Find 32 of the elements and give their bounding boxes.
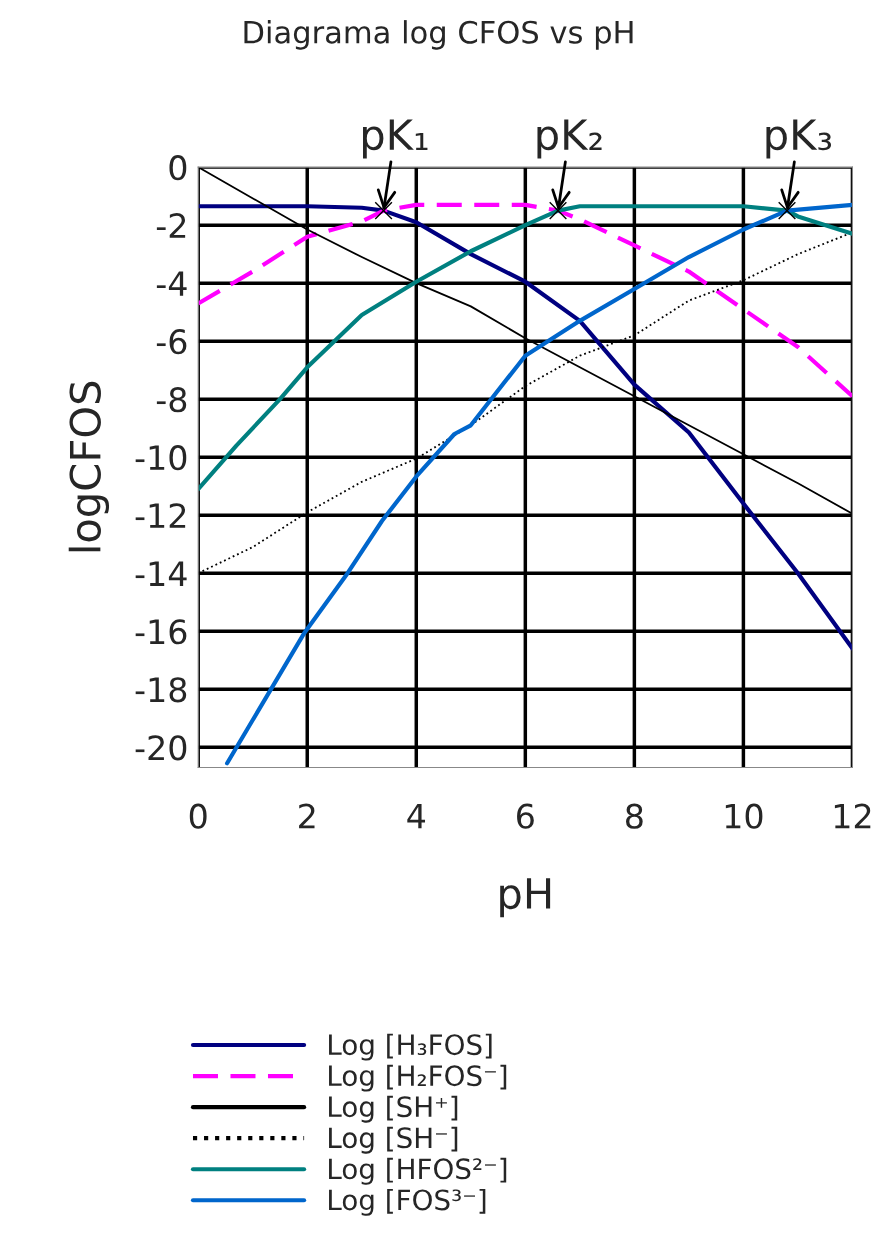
line-series	[225, 202, 853, 766]
x-tick-label: 10	[725, 803, 763, 829]
y-tick-label: 0	[169, 155, 187, 181]
legend-label: Log [HFOS²⁻]	[329, 1157, 507, 1185]
y-tick-label: -20	[135, 735, 187, 761]
x-tick-label: 4	[407, 804, 426, 829]
x-tick-label: 0	[189, 803, 207, 829]
y-tick-label: -2	[156, 213, 186, 238]
y-axis-title: logCFOS	[68, 381, 110, 552]
legend-label: Log [H₂FOS⁻]	[329, 1064, 507, 1092]
annotation: pK₂	[537, 119, 602, 159]
y-tick-label: -8	[156, 387, 187, 413]
y-tick-label: -16	[135, 619, 187, 645]
chart-title: Diagrama log CFOS vs pH	[244, 20, 633, 50]
x-tick-label: 2	[299, 803, 315, 829]
x-axis-title: pH	[500, 878, 551, 918]
x-tick-label: 8	[626, 803, 643, 829]
y-tick-label: -14	[135, 561, 187, 586]
annotation: pK₃	[766, 119, 832, 159]
x-tick-label: 6	[517, 803, 534, 829]
line-series	[198, 201, 853, 399]
annotation: pK₁	[363, 119, 428, 159]
y-tick-label: -6	[156, 329, 187, 355]
legend-label: Log [SH⁻]	[329, 1126, 458, 1154]
y-tick-label: -10	[135, 445, 187, 471]
y-tick-label: -12	[135, 503, 186, 528]
y-tick-label: -4	[156, 271, 187, 296]
legend-label: Log [H₃FOS]	[329, 1033, 492, 1061]
legend-label: Log [SH⁺]	[329, 1095, 458, 1123]
y-tick-label: -18	[135, 677, 187, 703]
x-tick-label: 12	[834, 803, 871, 829]
legend-label: Log [FOS³⁻]	[329, 1188, 486, 1216]
